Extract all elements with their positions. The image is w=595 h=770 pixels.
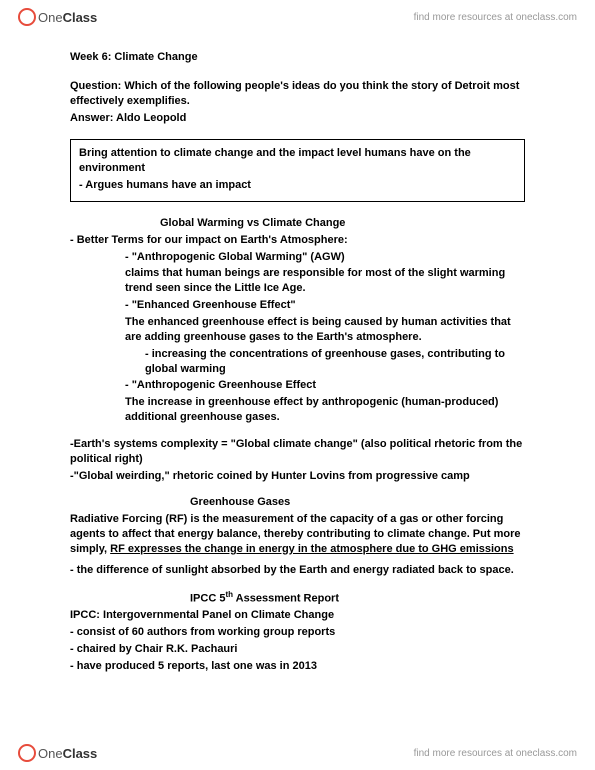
ipcc-fullname: Intergovernmental Panel on Climate Chang… <box>100 609 334 621</box>
brand-logo: OneClass <box>18 8 97 26</box>
logo-icon <box>18 744 36 762</box>
logo-icon <box>18 8 36 26</box>
page-footer: OneClass find more resources at oneclass… <box>0 736 595 770</box>
rf-diff: - the difference of sunlight absorbed by… <box>70 563 525 578</box>
box-line1: Bring attention to climate change and th… <box>79 146 516 176</box>
term2: - "Enhanced Greenhouse Effect" <box>125 298 525 313</box>
header-tagline: find more resources at oneclass.com <box>414 12 577 23</box>
ipcc-heading-post: Assessment Report <box>233 592 339 604</box>
box-line2: - Argues humans have an impact <box>79 178 516 193</box>
term3: - "Anthropogenic Greenhouse Effect <box>125 378 525 393</box>
logo-text: OneClass <box>38 10 97 25</box>
callout-box: Bring attention to climate change and th… <box>70 139 525 202</box>
ipcc-line4: - have produced 5 reports, last one was … <box>70 659 525 674</box>
complexity-block: -Earth's systems complexity = "Global cl… <box>70 437 525 484</box>
answer-label: Answer: <box>70 112 113 124</box>
section-heading-ipcc: IPCC 5th Assessment Report <box>190 590 525 607</box>
page-header: OneClass find more resources at oneclass… <box>0 0 595 34</box>
weirding-text: -"Global weirding," rhetoric coined by H… <box>70 469 525 484</box>
ipcc-line1: IPCC: Intergovernmental Panel on Climate… <box>70 608 525 623</box>
footer-tagline: find more resources at oneclass.com <box>414 748 577 759</box>
ipcc-line2: - consist of 60 authors from working gro… <box>70 625 525 640</box>
document-content: Week 6: Climate Change Question: Which o… <box>70 50 525 686</box>
question-label: Question: <box>70 80 121 92</box>
logo-text-part2: Class <box>63 10 98 25</box>
answer-line: Answer: Aldo Leopold <box>70 111 525 126</box>
answer-text: Aldo Leopold <box>113 112 186 124</box>
logo-text-footer: OneClass <box>38 746 97 761</box>
ipcc-heading-sup: th <box>225 590 233 599</box>
rf-underlined: RF expresses the change in energy in the… <box>110 543 513 555</box>
logo-text-part1: One <box>38 746 63 761</box>
page-title: Week 6: Climate Change <box>70 50 525 65</box>
ipcc-label: IPCC: <box>70 609 100 621</box>
rf-definition: Radiative Forcing (RF) is the measuremen… <box>70 512 525 557</box>
question-answer-block: Question: Which of the following people'… <box>70 79 525 126</box>
question-text: Which of the following people's ideas do… <box>70 80 519 107</box>
question-line: Question: Which of the following people'… <box>70 79 525 109</box>
term2-sub: - increasing the concentrations of green… <box>145 347 525 377</box>
section-heading-ghg: Greenhouse Gases <box>190 495 525 510</box>
ipcc-section: IPCC 5th Assessment Report IPCC: Intergo… <box>70 590 525 674</box>
term1: - "Anthropogenic Global Warming" (AGW) <box>125 250 525 265</box>
brand-logo-footer: OneClass <box>18 744 97 762</box>
logo-text-part1: One <box>38 10 63 25</box>
gw-vs-cc-section: Global Warming vs Climate Change - Bette… <box>70 216 525 425</box>
gwcc-intro: - Better Terms for our impact on Earth's… <box>70 233 525 248</box>
section-heading-gwcc: Global Warming vs Climate Change <box>160 216 525 231</box>
logo-text-part2: Class <box>63 746 98 761</box>
ipcc-line3: - chaired by Chair R.K. Pachauri <box>70 642 525 657</box>
term2-desc: The enhanced greenhouse effect is being … <box>125 315 525 345</box>
term1-desc: claims that human beings are responsible… <box>125 266 525 296</box>
complexity-text: -Earth's systems complexity = "Global cl… <box>70 437 525 467</box>
term3-desc: The increase in greenhouse effect by ant… <box>125 395 525 425</box>
ghg-section: Greenhouse Gases Radiative Forcing (RF) … <box>70 495 525 577</box>
ipcc-heading-pre: IPCC 5 <box>190 592 225 604</box>
